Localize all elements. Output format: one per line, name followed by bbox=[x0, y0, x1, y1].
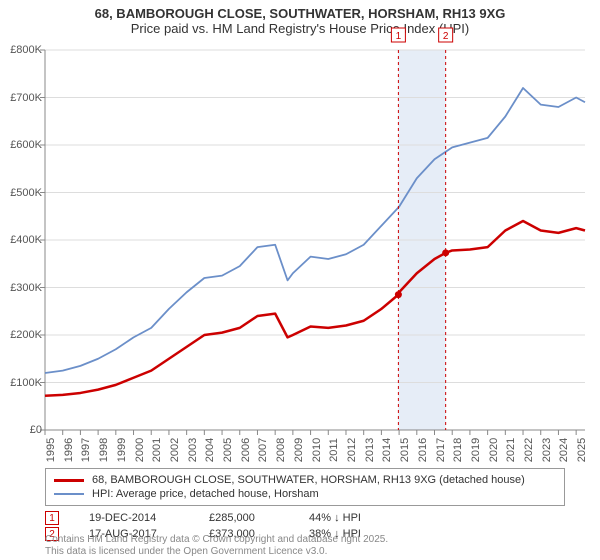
x-tick-label: 2006 bbox=[240, 438, 252, 462]
x-tick-label: 2020 bbox=[488, 438, 500, 462]
x-tick-label: 1999 bbox=[116, 438, 128, 462]
x-tick-label: 1997 bbox=[80, 438, 92, 462]
plot-area: 12 1995199619971998199920002001200220032… bbox=[45, 50, 585, 430]
footer-line-1: Contains HM Land Registry data © Crown c… bbox=[45, 534, 388, 546]
x-tick-label: 2014 bbox=[381, 438, 393, 462]
x-tick-label: 1996 bbox=[63, 438, 75, 462]
svg-text:1: 1 bbox=[396, 31, 402, 42]
y-tick-label: £0 bbox=[0, 424, 42, 436]
chart-title: 68, BAMBOROUGH CLOSE, SOUTHWATER, HORSHA… bbox=[0, 0, 600, 36]
x-tick-label: 2013 bbox=[364, 438, 376, 462]
legend: 68, BAMBOROUGH CLOSE, SOUTHWATER, HORSHA… bbox=[45, 468, 565, 506]
y-tick-label: £500K bbox=[0, 187, 42, 199]
x-tick-label: 2018 bbox=[452, 438, 464, 462]
x-tick-label: 2023 bbox=[541, 438, 553, 462]
x-tick-label: 2001 bbox=[151, 438, 163, 462]
x-tick-label: 2015 bbox=[399, 438, 411, 462]
x-tick-label: 2022 bbox=[523, 438, 535, 462]
legend-label: 68, BAMBOROUGH CLOSE, SOUTHWATER, HORSHA… bbox=[92, 474, 525, 486]
x-tick-label: 1995 bbox=[45, 438, 57, 462]
y-tick-label: £400K bbox=[0, 234, 42, 246]
legend-item: HPI: Average price, detached house, Hors… bbox=[54, 487, 556, 501]
x-tick-label: 2024 bbox=[558, 438, 570, 462]
x-tick-label: 2003 bbox=[187, 438, 199, 462]
footer: Contains HM Land Registry data © Crown c… bbox=[45, 534, 388, 558]
x-tick-label: 2002 bbox=[169, 438, 181, 462]
legend-label: HPI: Average price, detached house, Hors… bbox=[92, 488, 319, 500]
y-tick-label: £300K bbox=[0, 282, 42, 294]
x-tick-label: 2019 bbox=[470, 438, 482, 462]
sale-date: 19-DEC-2014 bbox=[89, 512, 179, 524]
x-tick-label: 2010 bbox=[311, 438, 323, 462]
legend-item: 68, BAMBOROUGH CLOSE, SOUTHWATER, HORSHA… bbox=[54, 473, 556, 487]
x-tick-label: 2009 bbox=[293, 438, 305, 462]
sale-marker-box: 1 bbox=[45, 511, 59, 525]
x-tick-label: 2008 bbox=[275, 438, 287, 462]
x-tick-label: 2025 bbox=[576, 438, 588, 462]
x-tick-label: 2012 bbox=[346, 438, 358, 462]
x-tick-label: 2005 bbox=[222, 438, 234, 462]
sale-price: £285,000 bbox=[209, 512, 279, 524]
x-tick-label: 1998 bbox=[98, 438, 110, 462]
x-tick-label: 2016 bbox=[417, 438, 429, 462]
chart-svg: 12 bbox=[45, 50, 585, 430]
footer-line-2: This data is licensed under the Open Gov… bbox=[45, 546, 388, 558]
y-tick-label: £200K bbox=[0, 329, 42, 341]
y-tick-label: £600K bbox=[0, 139, 42, 151]
sale-delta: 44% ↓ HPI bbox=[309, 512, 361, 524]
x-tick-label: 2007 bbox=[257, 438, 269, 462]
x-tick-label: 2000 bbox=[134, 438, 146, 462]
title-line-1: 68, BAMBOROUGH CLOSE, SOUTHWATER, HORSHA… bbox=[0, 6, 600, 21]
x-tick-label: 2017 bbox=[435, 438, 447, 462]
x-tick-label: 2021 bbox=[505, 438, 517, 462]
y-tick-label: £800K bbox=[0, 44, 42, 56]
legend-swatch bbox=[54, 493, 84, 495]
x-tick-label: 2004 bbox=[204, 438, 216, 462]
x-tick-label: 2011 bbox=[328, 438, 340, 462]
title-line-2: Price paid vs. HM Land Registry's House … bbox=[0, 21, 600, 36]
y-tick-label: £100K bbox=[0, 377, 42, 389]
svg-text:2: 2 bbox=[443, 31, 449, 42]
y-tick-label: £700K bbox=[0, 92, 42, 104]
sales-row: 1 19-DEC-2014 £285,000 44% ↓ HPI bbox=[45, 510, 361, 526]
legend-swatch bbox=[54, 479, 84, 482]
